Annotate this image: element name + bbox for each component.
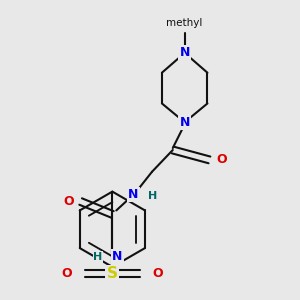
- Text: O: O: [153, 267, 163, 280]
- Text: O: O: [216, 153, 226, 167]
- Text: H: H: [148, 190, 157, 201]
- Text: N: N: [179, 46, 190, 59]
- Text: H: H: [93, 252, 102, 262]
- Text: O: O: [63, 195, 74, 208]
- Text: N: N: [128, 188, 138, 201]
- Text: methyl: methyl: [167, 18, 203, 28]
- Text: N: N: [112, 250, 122, 263]
- Text: O: O: [61, 267, 72, 280]
- Text: S: S: [107, 266, 118, 281]
- Text: N: N: [179, 116, 190, 129]
